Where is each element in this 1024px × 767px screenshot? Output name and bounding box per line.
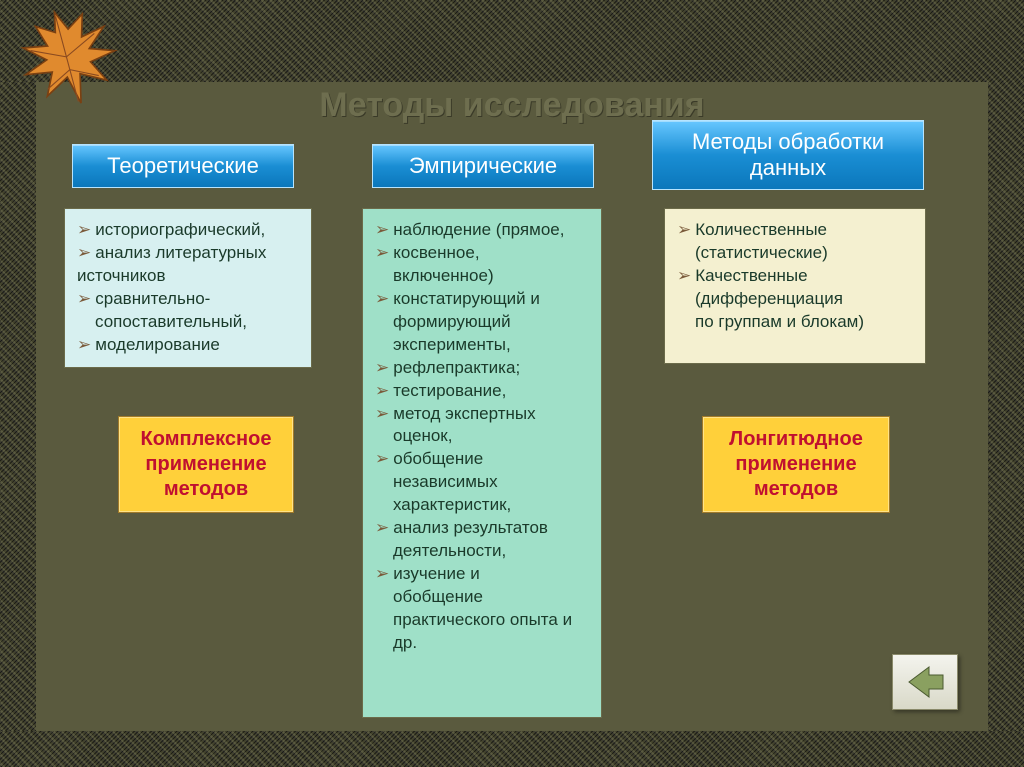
bullet-arrow-icon: ➢ bbox=[375, 563, 389, 586]
list-item-text: тестирование, bbox=[393, 380, 506, 403]
bullet-arrow-icon: ➢ bbox=[375, 403, 389, 426]
list-item: практического опыта и bbox=[375, 609, 589, 632]
list-item-text: обобщение bbox=[393, 586, 483, 609]
column-header-dataproc: Методы обработки данных bbox=[652, 120, 924, 190]
column-box-dataproc: ➢Количественные(статистические)➢Качестве… bbox=[664, 208, 926, 364]
list-item-text: изучение и bbox=[393, 563, 479, 586]
list-item: ➢анализ литературных bbox=[77, 242, 299, 265]
bullet-arrow-icon: ➢ bbox=[77, 219, 91, 242]
callout-line: применение bbox=[711, 452, 881, 477]
border-bottom bbox=[0, 731, 1024, 767]
list-item-text: наблюдение (прямое, bbox=[393, 219, 564, 242]
list-item-text: историографический, bbox=[95, 219, 265, 242]
list-item: ➢наблюдение (прямое, bbox=[375, 219, 589, 242]
maple-leaf-icon bbox=[12, 4, 122, 114]
list-item: оценок, bbox=[375, 425, 589, 448]
bullet-arrow-icon: ➢ bbox=[375, 219, 389, 242]
list-item: ➢ косвенное, bbox=[375, 242, 589, 265]
bullet-arrow-icon: ➢ bbox=[375, 448, 389, 471]
list-item: ➢тестирование, bbox=[375, 380, 589, 403]
list-item-text: моделирование bbox=[95, 334, 220, 357]
bullet-arrow-icon: ➢ bbox=[77, 242, 91, 265]
list-item: ➢ обобщение bbox=[375, 448, 589, 471]
content-area: Методы исследования Теоретические➢истори… bbox=[36, 82, 988, 731]
list-item-text: метод экспертных bbox=[393, 403, 535, 426]
list-item-text: включенное) bbox=[393, 265, 494, 288]
list-item: ➢изучение и bbox=[375, 563, 589, 586]
list-item-text: оценок, bbox=[393, 425, 452, 448]
bullet-arrow-icon: ➢ bbox=[375, 380, 389, 403]
column-box-empirical: ➢наблюдение (прямое,➢ косвенное,включенн… bbox=[362, 208, 602, 718]
list-item-text: эксперименты, bbox=[393, 334, 511, 357]
callout-line: Лонгитюдное bbox=[711, 427, 881, 452]
list-item: ➢историографический, bbox=[77, 219, 299, 242]
list-item: ➢ рефлепрактика; bbox=[375, 357, 589, 380]
list-item: ➢Качественные bbox=[677, 265, 913, 288]
list-item: (статистические) bbox=[677, 242, 913, 265]
list-item-text: по группам и блокам) bbox=[695, 311, 864, 334]
bullet-arrow-icon: ➢ bbox=[77, 288, 91, 311]
list-item-text: деятельности, bbox=[393, 540, 506, 563]
list-item-text: анализ результатов bbox=[393, 517, 548, 540]
bullet-arrow-icon: ➢ bbox=[677, 219, 691, 242]
callout-complex: Комплексноеприменениеметодов bbox=[118, 416, 294, 513]
nav-prev-button[interactable] bbox=[892, 654, 958, 710]
list-item-text: независимых bbox=[393, 471, 498, 494]
list-item: по группам и блокам) bbox=[677, 311, 913, 334]
bullet-arrow-icon: ➢ bbox=[375, 357, 389, 380]
list-item: ➢констатирующий и bbox=[375, 288, 589, 311]
bullet-arrow-icon: ➢ bbox=[375, 288, 389, 311]
list-item-text: сопоставительный, bbox=[95, 311, 247, 334]
bullet-arrow-icon: ➢ bbox=[375, 517, 389, 540]
border-top bbox=[0, 0, 1024, 82]
list-item: характеристик, bbox=[375, 494, 589, 517]
list-item-text: констатирующий и bbox=[393, 288, 540, 311]
list-item-text: анализ литературных bbox=[95, 242, 266, 265]
border-right bbox=[988, 82, 1024, 731]
list-item-text: формирующий bbox=[393, 311, 511, 334]
callout-longitudinal: Лонгитюдноеприменениеметодов bbox=[702, 416, 890, 513]
list-item: включенное) bbox=[375, 265, 589, 288]
list-item: ➢Количественные bbox=[677, 219, 913, 242]
list-item-text: характеристик, bbox=[393, 494, 511, 517]
callout-line: Комплексное bbox=[127, 427, 285, 452]
list-item: деятельности, bbox=[375, 540, 589, 563]
list-item: формирующий bbox=[375, 311, 589, 334]
list-item-text: рефлепрактика; bbox=[393, 357, 520, 380]
border-left bbox=[0, 82, 36, 731]
callout-line: применение bbox=[127, 452, 285, 477]
bullet-arrow-icon: ➢ bbox=[677, 265, 691, 288]
bullet-arrow-icon: ➢ bbox=[77, 334, 91, 357]
list-item-text: (статистические) bbox=[695, 242, 828, 265]
slide-title: Методы исследования bbox=[36, 86, 988, 125]
list-item: ➢ моделирование bbox=[77, 334, 299, 357]
list-item: обобщение bbox=[375, 586, 589, 609]
list-item-text: сравнительно- bbox=[95, 288, 210, 311]
callout-line: методов bbox=[711, 477, 881, 502]
list-item: ➢анализ результатов bbox=[375, 517, 589, 540]
list-item: сопоставительный, bbox=[77, 311, 299, 334]
list-item-text: практического опыта и bbox=[393, 609, 572, 632]
list-item-text: Качественные bbox=[695, 265, 807, 288]
list-item: (дифференциация bbox=[677, 288, 913, 311]
list-item-text: др. bbox=[393, 632, 417, 655]
slide: Методы исследования Теоретические➢истори… bbox=[0, 0, 1024, 767]
list-item: независимых bbox=[375, 471, 589, 494]
column-header-theoretical: Теоретические bbox=[72, 144, 294, 188]
column-box-theoretical: ➢историографический,➢анализ литературных… bbox=[64, 208, 312, 368]
list-item: эксперименты, bbox=[375, 334, 589, 357]
list-item: ➢ метод экспертных bbox=[375, 403, 589, 426]
callout-line: методов bbox=[127, 477, 285, 502]
list-item-text: косвенное, bbox=[393, 242, 479, 265]
list-item-text: (дифференциация bbox=[695, 288, 843, 311]
list-item-text: источников bbox=[77, 265, 166, 288]
list-item: др. bbox=[375, 632, 589, 655]
bullet-arrow-icon: ➢ bbox=[375, 242, 389, 265]
list-item: ➢сравнительно- bbox=[77, 288, 299, 311]
column-header-empirical: Эмпирические bbox=[372, 144, 594, 188]
list-item: источников bbox=[77, 265, 299, 288]
list-item-text: обобщение bbox=[393, 448, 483, 471]
list-item-text: Количественные bbox=[695, 219, 827, 242]
